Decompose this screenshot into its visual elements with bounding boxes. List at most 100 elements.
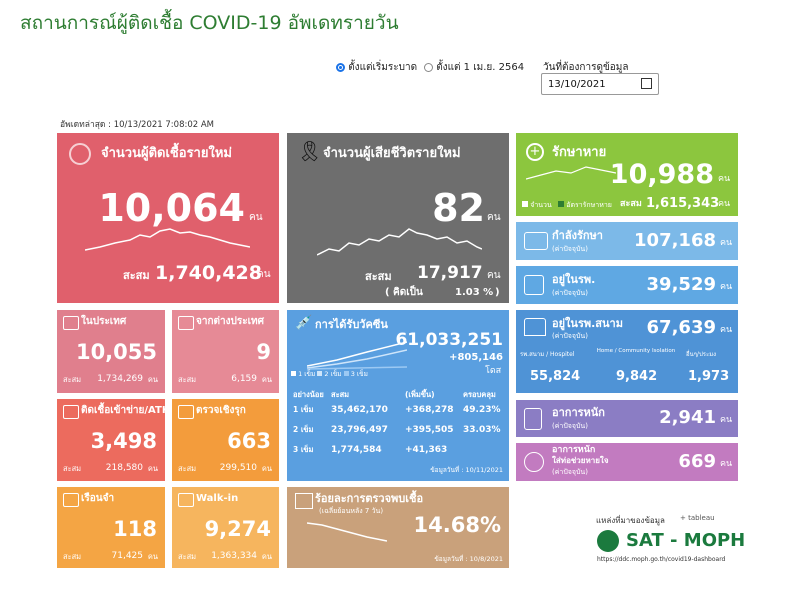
table-cell: +368,278 <box>405 405 454 415</box>
rate-value: 1.03 % <box>455 287 494 298</box>
bed-icon <box>524 232 548 250</box>
tile-icon <box>63 405 79 419</box>
total-label: สะสม <box>123 269 150 282</box>
small-tile: ตรวจเชิงรุก 663 สะสม 299,510 คน <box>172 399 279 481</box>
tile-value: 9,274 <box>204 517 271 541</box>
tile-value: 118 <box>113 517 157 541</box>
ventilator-icon <box>524 452 544 472</box>
unit: คน <box>720 238 733 248</box>
total-value: 71,425 <box>111 551 144 561</box>
unit: โดส <box>485 366 502 376</box>
table-header: สะสม <box>331 390 350 399</box>
tile-title: รักษาหาย <box>552 145 607 160</box>
tile-title: การได้รับวัคซีน <box>315 318 388 331</box>
tile-title: อยู่ในรพ. <box>552 273 596 286</box>
hospital-tile: อยู่ในรพ. (ค่าปัจจุบัน) 39,529 คน <box>516 266 738 304</box>
tile-value: 3,498 <box>90 429 157 453</box>
tile-value: 14.68% <box>413 513 501 537</box>
tile-value: 107,168 <box>634 230 716 251</box>
unit: คน <box>720 325 733 335</box>
radio-label: ตั้งแต่ 1 เม.ย. 2564 <box>436 62 525 73</box>
sparkline <box>317 228 482 256</box>
total-label: สะสม <box>365 270 392 283</box>
source-label: แหล่งที่มาของข้อมูล <box>596 516 665 525</box>
severe-tile: อาการหนัก (ค่าปัจจุบัน) 2,941 คน <box>516 400 738 437</box>
tile-icon <box>63 493 79 507</box>
vaccine-tile: 💉 การได้รับวัคซีน 61,033,251 +805,146 โด… <box>287 310 509 481</box>
table-cell: 23,796,497 <box>331 425 388 435</box>
total-label: สะสม <box>63 552 82 561</box>
patient-icon <box>524 408 542 430</box>
total-label: สะสม <box>178 464 197 473</box>
legend-label: จำนวน <box>530 201 552 209</box>
tile-icon <box>178 405 194 419</box>
tile-value: 67,639 <box>646 317 716 338</box>
unit: คน <box>147 375 158 384</box>
unit: คน <box>147 464 158 473</box>
tile-icon <box>178 493 194 507</box>
table-cell: +395,505 <box>405 425 454 435</box>
source-name: SAT - MOPH <box>626 530 746 551</box>
updated-time: อัพเดทล่าสุด : 10/13/2021 7:08:02 AM <box>60 120 215 130</box>
legend-item: อัตรารักษาหาย <box>558 201 612 209</box>
radio-option[interactable]: ตั้งแต่ 1 เม.ย. 2564 <box>424 60 524 75</box>
tile-title: ในประเทศ <box>81 316 127 327</box>
radio-option[interactable]: ตั้งแต่เริ่มระบาด <box>336 60 417 75</box>
tile-value: 663 <box>227 429 271 453</box>
tile-value: 2,941 <box>659 407 716 428</box>
table-cell: 33.03% <box>463 425 501 435</box>
table-header: (เพิ่มขึ้น) <box>405 390 435 399</box>
tile-title: อยู่ในรพ.สนาม <box>552 317 623 330</box>
field-hospital-tile: อยู่ในรพ.สนาม (ค่าปัจจุบัน) 67,639 คน รพ… <box>516 310 738 393</box>
tile-value: 39,529 <box>646 274 716 295</box>
unit: คน <box>261 552 272 561</box>
table-header: อย่างน้อย <box>293 390 324 399</box>
date-label: วันที่ต้องการดูข้อมูล <box>543 62 629 73</box>
tile-title: อาการหนัก <box>552 406 605 419</box>
table-cell: 49.23% <box>463 405 501 415</box>
small-tile: ในประเทศ 10,055 สะสม 1,734,269 คน <box>57 310 165 393</box>
unit: คน <box>718 174 731 184</box>
tile-icon <box>178 316 194 330</box>
tile-title: ติดเชื้อเข้าข่าย/ATK <box>81 405 165 416</box>
unit: คน <box>487 212 501 223</box>
total-value: 1,363,334 <box>211 551 257 561</box>
tile-note: (ค่าปัจจุบัน) <box>552 245 588 253</box>
total-label: สะสม <box>620 199 642 209</box>
small-tile: Walk-in 9,274 สะสม 1,363,334 คน <box>172 487 279 568</box>
unit: คน <box>257 269 271 280</box>
tile-title: จำนวนผู้เสียชีวิตรายใหม่ <box>323 146 461 161</box>
table-cell: +41,363 <box>405 445 448 455</box>
recovered-tile: + รักษาหาย 10,988 คน จำนวน อัตรารักษาหาย… <box>516 133 738 216</box>
small-tile: จากต่างประเทศ 9 สะสม 6,159 คน <box>172 310 279 393</box>
hospital-icon <box>524 275 544 295</box>
syringe-icon: 💉 <box>295 315 313 331</box>
part-value: 1,973 <box>688 369 730 384</box>
sparkline <box>307 522 387 542</box>
total-label: สะสม <box>178 375 197 384</box>
total-value: 299,510 <box>219 463 257 473</box>
tile-value: 61,033,251 <box>395 330 503 350</box>
tile-value: 9 <box>256 340 271 364</box>
new-deaths-tile: 🎗 จำนวนผู้เสียชีวิตรายใหม่ 82 คน สะสม 17… <box>287 133 509 303</box>
tile-subtitle: ใส่ท่อช่วยหายใจ <box>552 456 609 465</box>
moph-logo <box>597 530 619 552</box>
tile-value: 82 <box>432 186 485 230</box>
unit: คน <box>720 282 733 292</box>
page-title: สถานการณ์ผู้ติดเชื้อ COVID-19 อัพเดทรายว… <box>20 12 399 34</box>
date-input[interactable]: 13/10/2021 <box>541 73 659 95</box>
data-date: ข้อมูลวันที่ : 10/8/2021 <box>434 555 503 563</box>
date-value: 13/10/2021 <box>548 79 606 90</box>
legend-label: 3 เข็ม <box>350 370 368 378</box>
calendar-icon <box>641 78 652 89</box>
total-value: 218,580 <box>105 463 143 473</box>
legend-label: 1 เข็ม <box>298 370 316 378</box>
unit: คน <box>261 375 272 384</box>
tile-title: อาการหนัก <box>552 445 596 455</box>
tile-subtitle: (เฉลี่ยย้อนหลัง 7 วัน) <box>319 507 384 515</box>
unit: คน <box>249 212 263 223</box>
tile-title: จากต่างประเทศ <box>196 316 264 327</box>
tile-note: (ค่าปัจจุบัน) <box>552 422 588 430</box>
source-url[interactable]: https://ddc.moph.go.th/covid19-dashboard <box>597 556 726 563</box>
tile-title: กำลังรักษา <box>552 229 603 242</box>
